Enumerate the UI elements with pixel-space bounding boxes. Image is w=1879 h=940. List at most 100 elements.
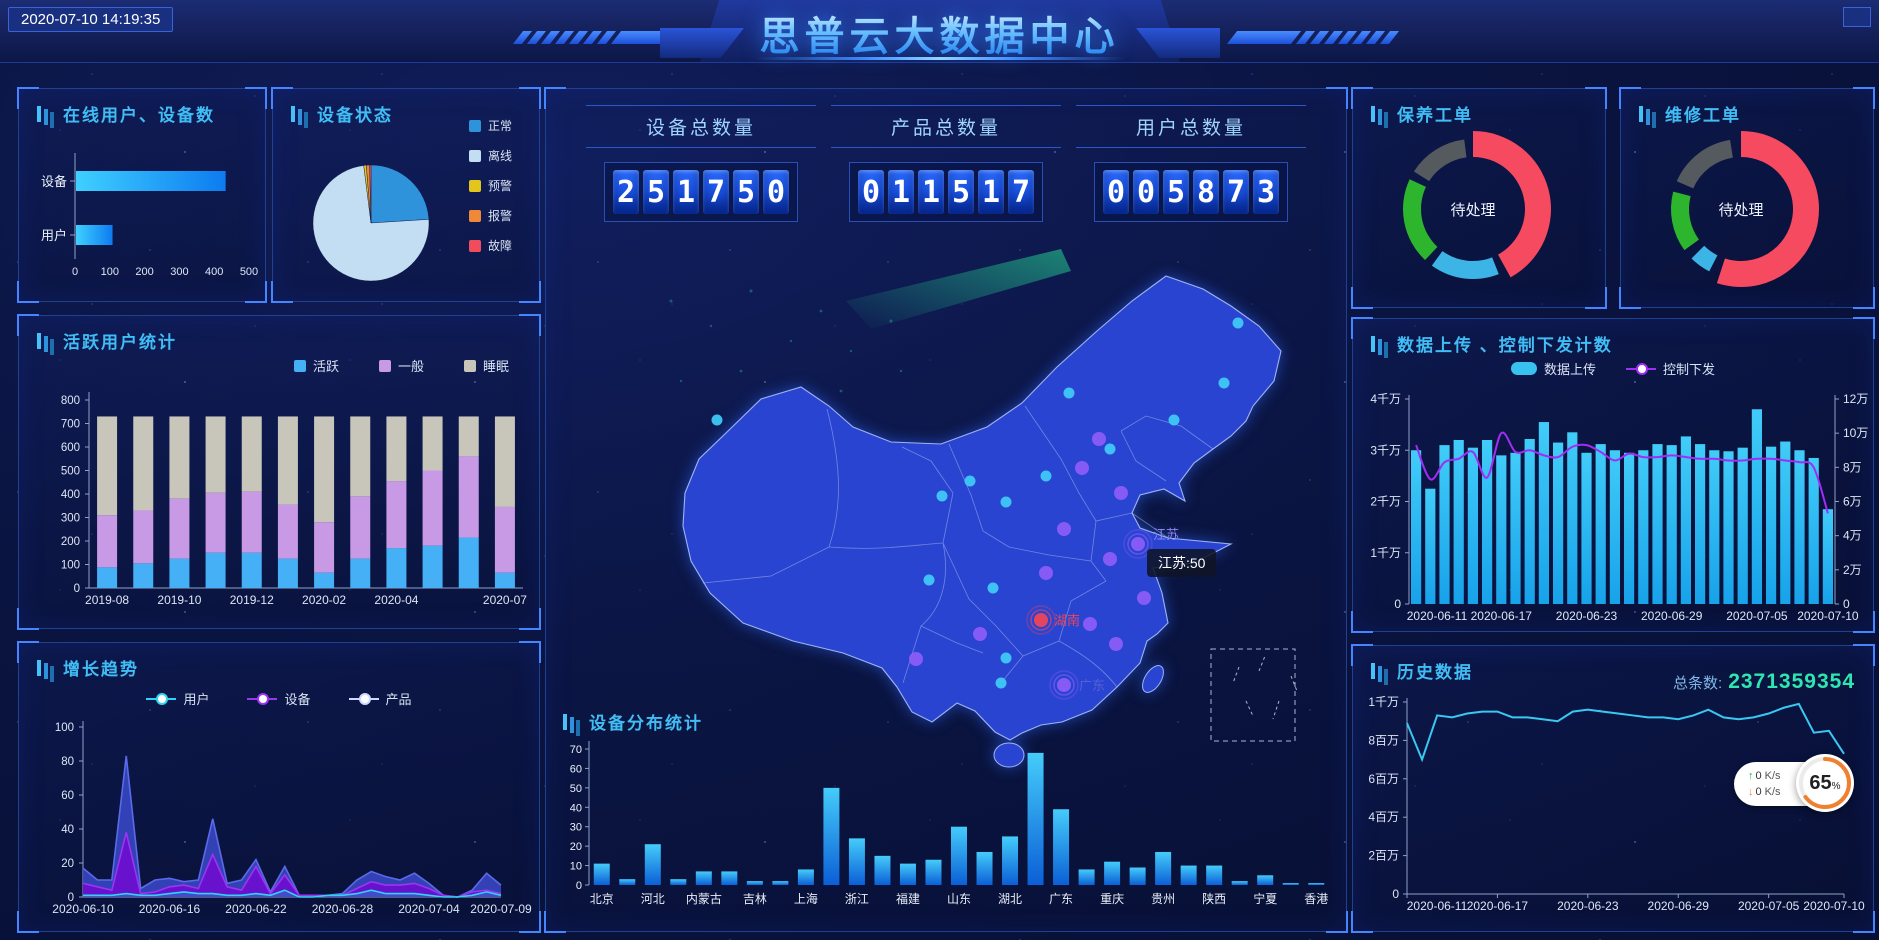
svg-text:内蒙古: 内蒙古 — [686, 891, 722, 906]
panel-title: 历史数据 — [1397, 663, 1473, 682]
panel-upload-control: 数据上传 、控制下发计数 数据上传 控制下发 0 1千万 2千万 3千万 4千万 0 2万 4万… — [1351, 317, 1875, 634]
panel-title: 设备状态 — [317, 106, 393, 125]
legend-swatch — [469, 239, 481, 252]
download-widget[interactable]: ↑ 0 K/s ↓ 0 K/s 65% — [1734, 754, 1858, 812]
panel-corner-accent — [1326, 87, 1348, 109]
svg-text:2020-07: 2020-07 — [483, 593, 527, 607]
digit: 7 — [1008, 170, 1034, 214]
legend-item-控制下发[interactable]: 控制下发 — [1626, 359, 1715, 378]
svg-text:20: 20 — [61, 858, 74, 870]
download-rate: 0 — [1755, 786, 1762, 798]
panel-title-icon — [37, 332, 41, 349]
svg-text:湖南: 湖南 — [1054, 613, 1080, 628]
svg-text:10万: 10万 — [1843, 426, 1868, 440]
digit: 5 — [948, 170, 974, 214]
maintenance-donut-chart[interactable]: 待处理 — [1359, 123, 1599, 308]
svg-text:2020-07-10: 2020-07-10 — [1803, 899, 1865, 913]
legend-item-一般[interactable]: 一般 — [378, 356, 424, 375]
svg-text:2020-06-17: 2020-06-17 — [1467, 899, 1529, 913]
panel-title-icon — [37, 105, 41, 122]
history-total-label: 总条数: — [1673, 675, 1723, 692]
digit: 5 — [1163, 170, 1189, 214]
growth-trend-chart[interactable]: 0 20 40 60 80 100 2020-06-10 2020-06-16 2020-06-… — [23, 717, 535, 932]
download-progress-circle[interactable]: 65% — [1796, 754, 1854, 812]
svg-text:设备: 设备 — [41, 174, 67, 189]
repair-donut-chart[interactable]: 待处理 — [1627, 123, 1867, 308]
svg-text:0: 0 — [74, 583, 80, 595]
svg-text:2020-07-09: 2020-07-09 — [470, 902, 532, 916]
legend-label: 用户 — [183, 692, 210, 707]
legend-item-故障[interactable]: 故障 — [469, 237, 512, 254]
panel-title: 数据上传 、控制下发计数 — [1397, 336, 1613, 355]
upload-control-chart[interactable]: 0 1千万 2千万 3千万 4千万 0 2万 4万 6万 8万 10万 12万 2020-06-11 20… — [1357, 389, 1869, 634]
panel-title: 活跃用户统计 — [63, 333, 177, 352]
legend-item-用户[interactable]: 用户 — [146, 689, 209, 708]
legend-item-数据上传[interactable]: 数据上传 — [1510, 359, 1596, 378]
legend-item-睡眠[interactable]: 睡眠 — [463, 356, 509, 375]
device-distribution-section: 设备分布统计 0 10 20 30 40 50 60 70 北京 河北 内蒙古 吉林 上海 浙江 福建 山东 湖… — [561, 697, 1346, 927]
legend-label: 活跃 — [312, 359, 339, 374]
legend-swatch — [469, 149, 481, 162]
svg-text:500: 500 — [240, 266, 258, 278]
svg-text:2020-06-11: 2020-06-11 — [1407, 609, 1468, 623]
history-data-chart[interactable]: 0 2百万 4百万 6百万 8百万 1千万 2020-06-11 2020-06-17 2020… — [1357, 694, 1869, 934]
svg-text:0: 0 — [576, 880, 582, 892]
svg-text:2020-06-17: 2020-06-17 — [1471, 609, 1533, 623]
panel-corner-accent — [1619, 287, 1641, 309]
svg-text:600: 600 — [61, 442, 80, 454]
svg-text:2万: 2万 — [1843, 563, 1862, 577]
panel-corner-accent — [519, 87, 541, 109]
svg-text:4千万: 4千万 — [1370, 392, 1401, 406]
panel-corner-accent — [271, 281, 293, 303]
legend-label: 正常 — [488, 119, 513, 133]
svg-text:2020-07-05: 2020-07-05 — [1726, 609, 1788, 623]
svg-text:2020-06-29: 2020-06-29 — [1648, 899, 1710, 913]
map-points — [711, 317, 1244, 700]
counter-label: 产品总数量 — [831, 105, 1061, 148]
svg-text:0: 0 — [68, 892, 74, 904]
svg-text:300: 300 — [170, 266, 188, 278]
legend-item-产品[interactable]: 产品 — [348, 689, 412, 708]
legend-swatch — [146, 692, 177, 705]
legend-label: 设备 — [284, 692, 311, 707]
panel-title-icon — [291, 105, 295, 122]
device-distribution-chart[interactable]: 0 10 20 30 40 50 60 70 北京 河北 内蒙古 吉林 上海 浙江 福建 山东 湖北 广东 重庆 贵州… — [561, 725, 1341, 935]
panel-device-status: 设备状态 正常离线预警报警故障 — [271, 87, 541, 304]
panel-corner-accent — [519, 641, 541, 663]
header-deco-box — [1843, 7, 1871, 27]
panel-corner-accent — [1585, 87, 1607, 109]
digit: 5 — [733, 170, 759, 214]
hainan-island — [993, 742, 1025, 768]
panel-corner-accent — [519, 314, 541, 336]
svg-text:2020-07-10: 2020-07-10 — [1797, 609, 1859, 623]
legend-item-离线[interactable]: 离线 — [469, 147, 512, 164]
panel-online-users-devices: 在线用户、设备数 设备 用户 0 100 200 300 400 500 — [17, 87, 267, 303]
title-tab-deco — [700, 0, 1180, 62]
china-map[interactable]: 江苏 湖南 广东 江苏:50 — [591, 231, 1336, 784]
svg-text:湖北: 湖北 — [998, 891, 1022, 906]
rate-unit: K/s — [1764, 770, 1781, 782]
svg-text:300: 300 — [61, 513, 80, 525]
device-status-pie-chart[interactable] — [283, 139, 463, 304]
legend-item-活跃[interactable]: 活跃 — [293, 356, 339, 375]
svg-text:40: 40 — [570, 802, 582, 814]
svg-text:2020-07-05: 2020-07-05 — [1738, 899, 1800, 913]
legend-item-设备[interactable]: 设备 — [247, 689, 311, 708]
digit: 2 — [613, 170, 639, 214]
online-users-devices-chart[interactable]: 设备 用户 0 100 200 300 400 500 — [25, 147, 261, 302]
legend-item-正常[interactable]: 正常 — [469, 117, 512, 134]
active-users-chart[interactable]: 0 100 200 300 400 500 600 700 800 2019-08 2019-10 2… — [23, 380, 535, 629]
legend-item-预警[interactable]: 预警 — [469, 177, 512, 194]
legend-swatch — [469, 209, 481, 222]
digit: 0 — [1103, 170, 1129, 214]
svg-text:吉林: 吉林 — [743, 892, 767, 906]
svg-text:100: 100 — [55, 722, 74, 734]
legend-item-报警[interactable]: 报警 — [469, 207, 512, 224]
digit: 0 — [858, 170, 884, 214]
svg-text:1千万: 1千万 — [1370, 546, 1401, 560]
map-deco-particles — [669, 289, 903, 403]
svg-text:700: 700 — [61, 419, 80, 431]
svg-text:2百万: 2百万 — [1368, 849, 1399, 863]
